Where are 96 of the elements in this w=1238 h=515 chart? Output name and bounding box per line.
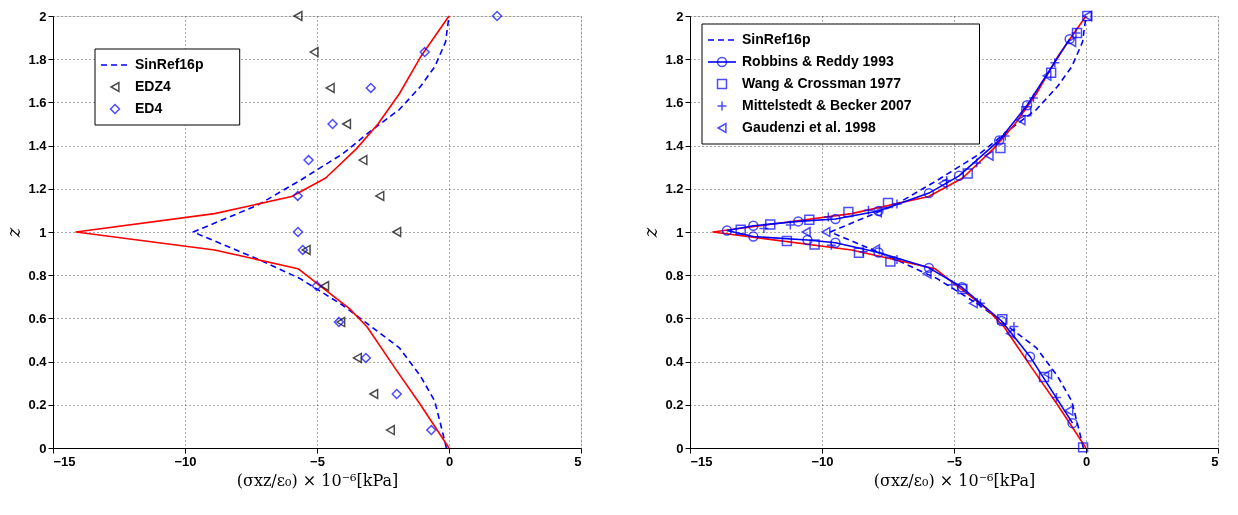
x-tick-label: −15 [690, 453, 713, 469]
point [853, 247, 865, 258]
point [962, 168, 973, 179]
point [923, 187, 935, 199]
x-tick-label: 5 [1211, 453, 1219, 469]
point [358, 154, 368, 166]
y-tick-label: 0.8 [28, 267, 47, 283]
point [843, 206, 854, 218]
legend-label: Robbins & Reddy 1993 [742, 53, 894, 69]
y-tick-label: 1.2 [28, 181, 47, 197]
y-axis-title: z [640, 227, 662, 239]
point [953, 170, 965, 182]
point [325, 82, 335, 94]
point [320, 280, 330, 292]
y-tick-label: 0.8 [665, 267, 684, 283]
y-tick-label: 0 [39, 440, 47, 456]
point [341, 118, 352, 130]
point [360, 352, 372, 364]
y-tick-label: 1.4 [28, 138, 48, 154]
point [375, 190, 385, 202]
point [748, 231, 759, 242]
point [801, 226, 811, 238]
y-tick-label: 0.2 [28, 397, 47, 413]
y-axis-title: z [3, 227, 25, 239]
x-tick-label: −5 [310, 453, 325, 469]
point [830, 237, 841, 249]
point [1016, 114, 1026, 126]
x-tick-label: 0 [445, 453, 454, 469]
x-tick-label: −15 [53, 453, 76, 469]
y-tick-label: 0.2 [665, 397, 684, 413]
point [369, 388, 379, 400]
y-tick-label: 1.8 [665, 51, 684, 67]
point [821, 226, 831, 238]
y-tick-label: 0 [676, 440, 684, 456]
point [968, 298, 978, 309]
y-tick-label: 0.6 [28, 310, 47, 326]
y-tick-label: 1.4 [665, 138, 685, 154]
y-tick-label: 1 [39, 224, 47, 240]
y-tick-label: 1.6 [28, 94, 47, 110]
y-tick-label: 1.8 [28, 51, 47, 67]
y-tick-label: 1.6 [665, 94, 684, 110]
point [309, 46, 319, 58]
legend-label: SinRef16p [742, 31, 811, 47]
point [885, 256, 896, 267]
x-axis-title: (σxz/ε₀) × 10⁻⁶[kPa] [236, 470, 399, 490]
point [1043, 369, 1053, 380]
point [765, 219, 776, 230]
point [721, 225, 733, 236]
point [804, 214, 815, 225]
x-tick-label: 5 [574, 453, 582, 469]
point [352, 352, 363, 364]
x-axis-title: (σxz/ε₀) × 10⁻⁶[kPa] [873, 470, 1036, 490]
legend-label: Wang & Crossman 1977 [742, 75, 902, 91]
point [1077, 442, 1089, 453]
point [1045, 67, 1057, 79]
legend-label: Mittelstedt & Becker 2007 [742, 97, 912, 113]
point [995, 142, 1006, 154]
point [1038, 371, 1050, 383]
point [781, 235, 793, 247]
point [922, 268, 932, 279]
point [385, 424, 396, 436]
x-tick-label: −5 [947, 453, 962, 469]
point [1005, 328, 1016, 339]
point [293, 10, 303, 22]
x-tick-label: 0 [1082, 453, 1091, 469]
y-tick-label: 0.4 [28, 354, 48, 370]
point [365, 82, 377, 94]
point [830, 213, 841, 225]
legend-label: Gaudenzi et al. 1998 [742, 119, 877, 135]
y-tick-label: 2 [39, 8, 47, 24]
x-tick-label: −10 [174, 453, 197, 469]
legend-label: ED4 [135, 100, 163, 116]
y-tick-label: 1.2 [665, 181, 684, 197]
point [793, 216, 804, 227]
point [1024, 351, 1036, 362]
point [292, 226, 304, 238]
point [938, 178, 948, 189]
point [735, 224, 746, 236]
point [882, 197, 894, 209]
point [1042, 70, 1052, 82]
x-tick-label: −10 [811, 453, 834, 469]
point [1021, 106, 1032, 117]
point [802, 234, 813, 246]
y-tick-label: 2 [676, 8, 684, 24]
point [984, 150, 994, 161]
point [1064, 405, 1074, 416]
y-tick-label: 0.4 [665, 354, 685, 370]
y-tick-label: 1 [676, 224, 684, 240]
legend-label: EDZ4 [135, 78, 171, 94]
point [491, 10, 503, 22]
legend-label: SinRef16p [135, 56, 204, 72]
point [392, 226, 402, 238]
line-series [75, 15, 450, 449]
y-tick-label: 0.6 [665, 310, 684, 326]
point [809, 239, 820, 250]
point [301, 244, 311, 256]
